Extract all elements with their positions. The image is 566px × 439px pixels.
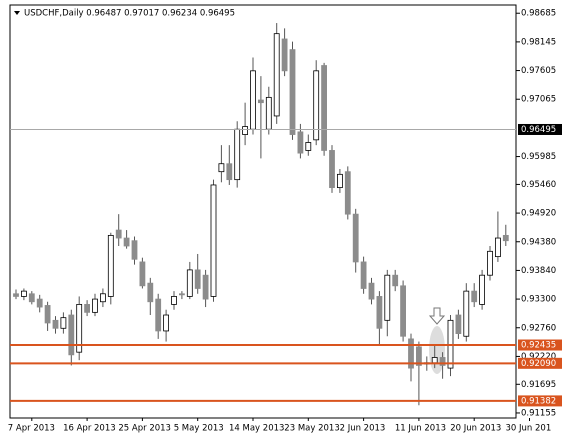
y-tick-label: 0.97605	[521, 66, 556, 76]
candle-body	[455, 314, 462, 334]
candle-body	[305, 142, 312, 151]
x-tick-label: 2 Jun 2013	[340, 424, 386, 434]
candle-body	[68, 314, 75, 356]
y-tick-label: 0.92220	[521, 352, 556, 362]
candle-body	[218, 163, 225, 173]
candle-body	[123, 237, 130, 247]
candle-body	[257, 99, 264, 104]
title-marker	[14, 11, 20, 15]
candle-body	[439, 357, 446, 366]
candle-body	[384, 274, 391, 321]
level-label: 0.91382	[521, 396, 556, 406]
x-tick-label: 30 Jun 201	[506, 424, 552, 434]
candle-body	[36, 298, 43, 308]
candle-body	[502, 234, 509, 242]
level-label-box	[518, 395, 562, 407]
candle-body	[92, 298, 98, 313]
annotation-arrow	[428, 307, 446, 325]
candle-body	[210, 184, 217, 297]
candle-body	[28, 293, 35, 303]
candle-body	[408, 338, 414, 369]
candle-body	[226, 163, 233, 181]
candle-body	[297, 131, 304, 154]
candle-body	[163, 314, 170, 332]
x-tick-label: 14 May 2013	[229, 424, 284, 434]
chart-title: USDCHF,Daily 0.96487 0.97017 0.96234 0.9…	[24, 9, 235, 19]
candle-body	[273, 33, 280, 117]
candle-body	[194, 269, 201, 289]
candle-body	[155, 298, 162, 332]
candle-body	[52, 319, 59, 329]
y-tick-label: 0.95460	[521, 180, 556, 190]
x-tick-label: 20 Jun 2013	[450, 424, 501, 434]
y-tick-label: 0.91155	[521, 408, 556, 418]
candle-body	[186, 269, 193, 297]
candle-body	[431, 357, 438, 364]
candle-body	[139, 261, 146, 287]
level-label-box	[518, 123, 562, 135]
candle-body	[376, 296, 383, 329]
candle-body	[178, 293, 185, 296]
candle-body	[107, 234, 114, 297]
y-tick-label: 0.94380	[521, 237, 556, 247]
candle-body	[265, 96, 272, 130]
x-tick-label: 7 Apr 2013	[8, 424, 55, 434]
level-label-box	[518, 357, 562, 369]
candle-body	[242, 126, 249, 135]
y-tick-label: 0.95985	[521, 152, 556, 162]
candle-body	[313, 70, 320, 141]
candle-body	[60, 317, 67, 329]
candle-body	[352, 213, 359, 263]
level-label-box	[518, 339, 562, 351]
x-tick-label: 5 May 2013	[174, 424, 224, 434]
y-tick-label: 0.93840	[521, 266, 556, 276]
x-tick-label: 16 Apr 2013	[63, 424, 116, 434]
level-label: 0.96495	[521, 125, 556, 135]
y-tick-label: 0.97065	[521, 95, 556, 105]
y-tick-label: 0.98685	[521, 9, 556, 19]
x-tick-label: 11 Jun 2013	[395, 424, 446, 434]
candle-body	[344, 171, 351, 215]
candle-body	[202, 274, 209, 300]
y-tick-label: 0.91695	[521, 380, 556, 390]
candle-body	[479, 274, 486, 305]
candle-body	[289, 49, 296, 135]
candle-body	[44, 305, 51, 324]
candle-body	[392, 274, 399, 287]
y-tick-label: 0.94920	[521, 209, 556, 219]
y-tick-label: 0.93300	[521, 295, 556, 305]
candle-body	[147, 282, 154, 303]
candle-body	[84, 303, 90, 313]
candle-body	[336, 173, 343, 189]
candle-body	[360, 261, 367, 289]
candle-body	[234, 128, 241, 181]
candle-body	[321, 65, 328, 151]
candle-body	[368, 282, 375, 300]
candle-body	[13, 293, 19, 297]
candle-body	[487, 250, 493, 276]
candle-body	[415, 346, 422, 366]
y-tick-label: 0.98145	[521, 37, 556, 47]
candle-body	[131, 240, 138, 260]
candle-body	[100, 293, 106, 303]
candle-body	[281, 38, 288, 72]
x-tick-label: 25 Apr 2013	[118, 424, 171, 434]
candle-body	[171, 296, 177, 305]
candle-body	[400, 285, 407, 337]
y-tick-label: 0.92760	[521, 323, 556, 333]
candle-body	[494, 237, 501, 258]
candle-body	[115, 229, 122, 239]
level-label: 0.92435	[521, 341, 556, 351]
candle-body	[463, 290, 470, 337]
candle-body	[471, 290, 478, 303]
candle-body	[20, 290, 27, 297]
candle-body	[250, 70, 256, 130]
level-label: 0.92090	[521, 359, 556, 369]
candle-body	[329, 150, 335, 189]
x-tick-label: 23 May 2013	[284, 424, 339, 434]
candle-body	[76, 303, 83, 353]
